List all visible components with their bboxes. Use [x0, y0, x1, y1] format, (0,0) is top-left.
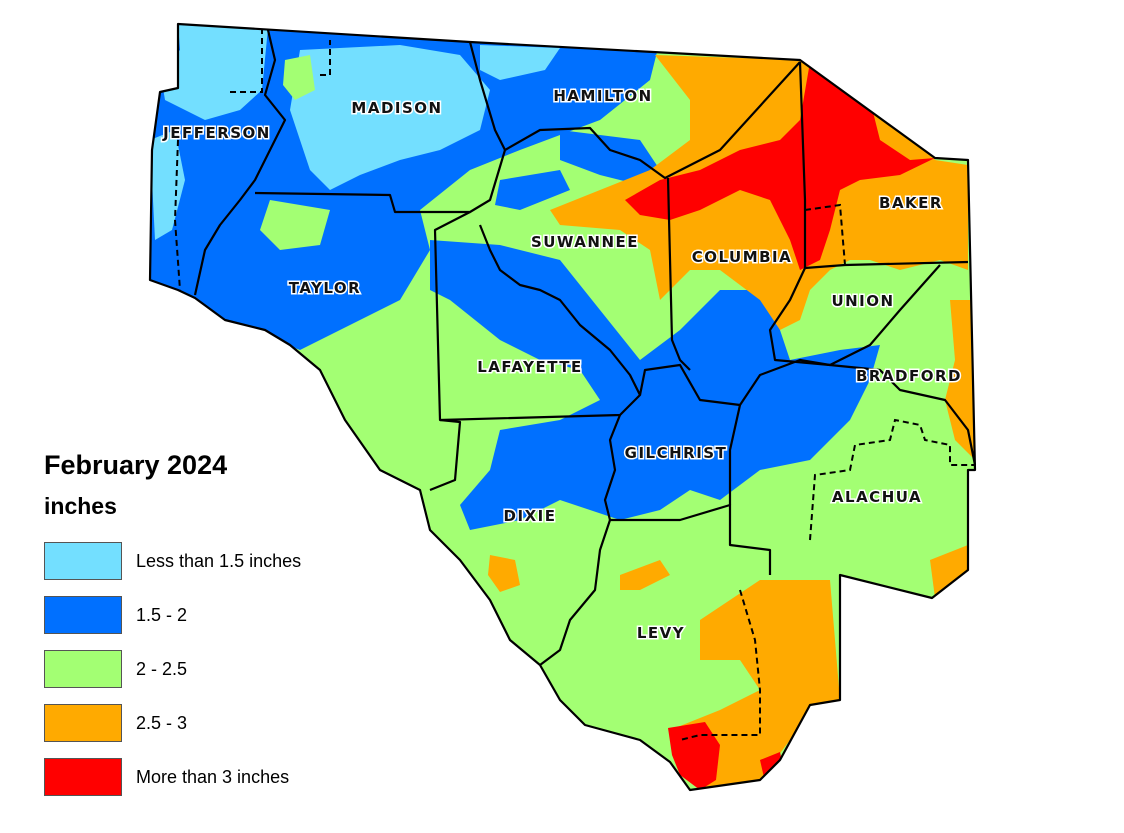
legend-item-2.5-3: 2.5 - 3: [44, 696, 364, 750]
label-jefferson: JEFFERSON: [162, 124, 271, 142]
county-boundaries: [173, 29, 977, 741]
legend-label: Less than 1.5 inches: [136, 550, 302, 571]
boundary-levy-dashed: [679, 589, 761, 741]
zone-2.5-3-dixie: [488, 555, 520, 592]
legend-item-1.5-2: 1.5 - 2: [44, 588, 364, 642]
zone-gt-3-north: [625, 60, 935, 270]
label-columbia: COLUMBIA: [692, 248, 793, 266]
legend-item-gt-3: More than 3 inches: [44, 750, 364, 804]
label-alachua: ALACHUA: [832, 488, 922, 506]
boundary-gilchrist-dixie: [429, 418, 462, 492]
label-union: UNION: [831, 292, 894, 310]
boundary-baker-dashed: [804, 203, 846, 266]
label-baker: BAKER: [879, 194, 943, 212]
legend-label: More than 3 inches: [136, 766, 290, 787]
legend-swatch: [44, 758, 122, 796]
boundary-taylor-north: [254, 61, 801, 214]
boundary-taylor-lafayette: [433, 211, 642, 422]
label-levy: LEVY: [637, 624, 685, 642]
boundary-levy-dixie: [539, 519, 612, 666]
zone-1.5-2-north: [560, 130, 660, 185]
legend-item-lt-1.5: Less than 1.5 inches: [44, 534, 364, 588]
legend-title: February 2024: [44, 450, 228, 480]
label-madison: MADISON: [351, 99, 442, 117]
zone-2.5-3-bradford: [945, 300, 975, 460]
label-hamilton: HAMILTON: [553, 87, 652, 105]
boundary-jefferson-dashed: [173, 139, 181, 291]
boundary-union: [768, 264, 941, 367]
boundary-jefferson-madison: [193, 29, 287, 296]
zone-2.5-3-alachua-east: [930, 545, 968, 598]
label-suwannee: SUWANNEE: [531, 233, 639, 251]
zone-2-2.5-taylor-patch: [260, 200, 330, 250]
boundary-hamilton-dashed: [320, 40, 331, 76]
legend-swatch: [44, 596, 122, 634]
zone-lt-1.5-madison: [290, 45, 490, 190]
boundary-madison-hamilton: [468, 41, 506, 151]
legend-swatch: [44, 542, 122, 580]
boundary-dixie-gilchrist: [603, 414, 772, 575]
legend: February 2024 inches Less than 1.5 inche…: [44, 450, 364, 804]
boundary-madison-dashed: [230, 30, 263, 93]
legend-label: 2 - 2.5: [136, 658, 188, 679]
legend-swatch: [44, 704, 122, 742]
zone-1.5-2-central: [430, 240, 880, 530]
label-gilchrist: GILCHRIST: [625, 444, 728, 462]
boundary-gilchrist-alachua: [728, 404, 742, 505]
zone-lt-1.5-jefferson: [160, 24, 268, 120]
legend-swatch: [44, 650, 122, 688]
zone-gt-3-levy: [668, 722, 720, 790]
zone-2-2.5-jefferson-patch: [283, 55, 315, 100]
boundary-gilchrist: [638, 358, 831, 407]
label-bradford: BRADFORD: [856, 367, 962, 385]
region-outline: [148, 22, 977, 792]
county-labels: JEFFERSON MADISON HAMILTON TAYLOR SUWANN…: [161, 86, 962, 644]
zone-1.5-2-suwannee: [495, 170, 570, 210]
label-taylor: TAYLOR: [289, 279, 361, 297]
legend-item-2-2.5: 2 - 2.5: [44, 642, 364, 696]
zone-2.5-3-levy-north: [620, 560, 670, 590]
legend-units: inches: [44, 493, 117, 519]
legend-label: 1.5 - 2: [136, 604, 188, 625]
label-lafayette: LAFAYETTE: [477, 358, 583, 376]
legend-label: 2.5 - 3: [136, 712, 188, 733]
label-dixie: DIXIE: [504, 507, 557, 525]
boundary-suwannee-columbia: [666, 177, 691, 371]
boundary-bradford: [829, 363, 977, 466]
zone-lt-1.5-hamilton: [480, 45, 560, 80]
boundary-alachua-dashed: [809, 418, 975, 541]
